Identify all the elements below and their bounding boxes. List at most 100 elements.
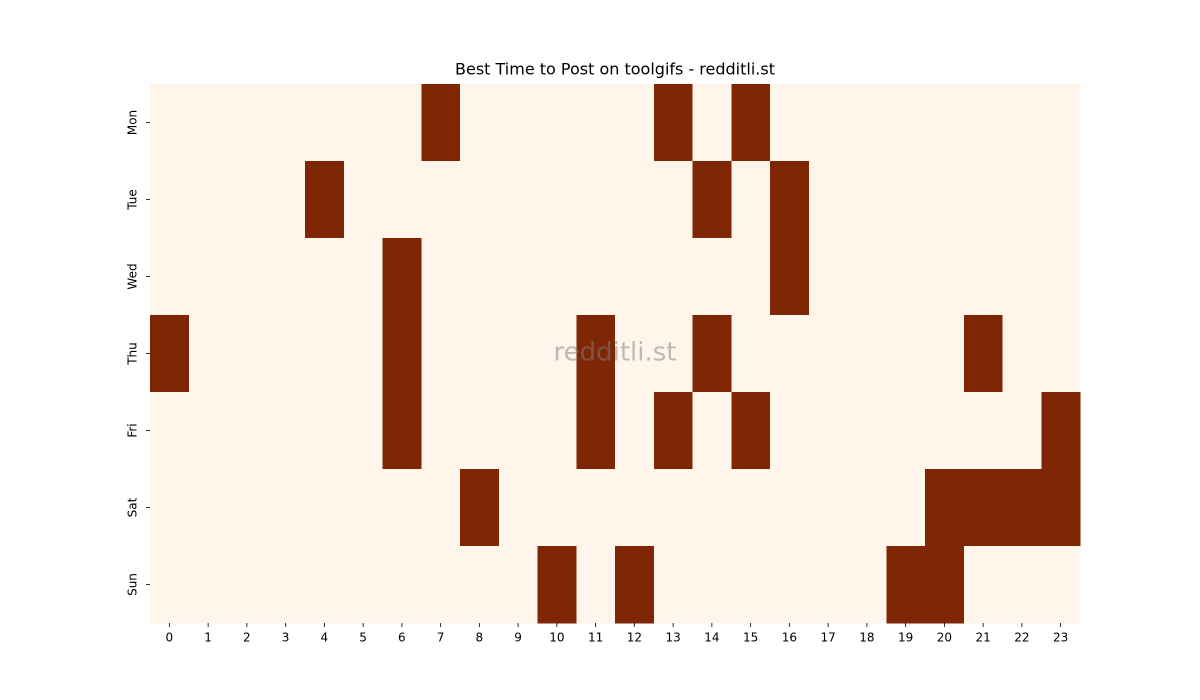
heat-cell: [227, 469, 267, 547]
x-tick-label: 18: [859, 631, 874, 645]
heat-cell: [653, 238, 693, 316]
heat-cell: [188, 469, 228, 547]
heat-cell: [460, 315, 500, 393]
heat-cell: [576, 161, 616, 239]
x-tick-label: 1: [204, 631, 212, 645]
x-tick-label: 12: [627, 631, 642, 645]
heat-cell: [731, 161, 771, 239]
heat-cell: [808, 84, 848, 162]
heat-cell: [886, 315, 926, 393]
heat-cell: [266, 238, 306, 316]
heat-cell: [227, 392, 267, 470]
heat-cell: [382, 161, 422, 239]
heat-cell: [925, 238, 965, 316]
heat-cell: [150, 392, 190, 470]
heat-cell: [731, 315, 771, 393]
heat-cell: [150, 238, 190, 316]
heat-cell: [227, 161, 267, 239]
heat-cell: [692, 469, 732, 547]
heat-cell: [266, 84, 306, 162]
heat-cell: [653, 392, 693, 470]
heat-cell: [576, 315, 616, 393]
heat-cell: [343, 469, 383, 547]
heat-cell: [615, 238, 655, 316]
heat-cell: [537, 84, 577, 162]
heat-cell: [421, 238, 461, 316]
heat-cell: [227, 315, 267, 393]
heat-cell: [382, 469, 422, 547]
heat-cell: [808, 546, 848, 624]
heat-cell: [343, 546, 383, 624]
heat-cell: [150, 546, 190, 624]
heat-cell: [770, 546, 810, 624]
heat-cell: [227, 84, 267, 162]
heat-cell: [1002, 238, 1042, 316]
heat-cell: [537, 315, 577, 393]
heat-cell: [1002, 469, 1042, 547]
heat-cell: [925, 315, 965, 393]
heat-cell: [653, 161, 693, 239]
heat-cell: [925, 469, 965, 547]
heat-cell: [847, 161, 887, 239]
heat-cell: [731, 546, 771, 624]
heat-cell: [692, 546, 732, 624]
heat-cell: [421, 469, 461, 547]
heat-cell: [266, 392, 306, 470]
heat-cell: [343, 84, 383, 162]
heat-cell: [963, 469, 1003, 547]
axes: 0 1 2 3 4 5 6 7 8 9 10 11 12 13 14 15 16 17 18 19 20 21 22 23Mo…: [126, 110, 1069, 645]
heat-cell: [421, 392, 461, 470]
heat-cell: [653, 469, 693, 547]
heat-cell: [886, 469, 926, 547]
heat-cell: [188, 238, 228, 316]
x-tick-label: 15: [743, 631, 758, 645]
heat-cell: [615, 84, 655, 162]
heat-cell: [925, 546, 965, 624]
heat-cell: [615, 315, 655, 393]
heat-cell: [770, 315, 810, 393]
x-tick-label: 13: [665, 631, 680, 645]
heat-cell: [150, 469, 190, 547]
x-tick-label: 23: [1053, 631, 1068, 645]
heat-cell: [188, 315, 228, 393]
heat-cell: [692, 84, 732, 162]
heat-cell: [305, 238, 345, 316]
heat-cell: [460, 392, 500, 470]
heat-cell: [266, 546, 306, 624]
heat-cell: [847, 392, 887, 470]
heat-cell: [305, 469, 345, 547]
x-tick-label: 10: [549, 631, 564, 645]
x-tick-label: 5: [359, 631, 367, 645]
heat-cell: [498, 84, 538, 162]
heat-cell: [1002, 546, 1042, 624]
x-tick-label: 2: [243, 631, 251, 645]
x-tick-label: 0: [166, 631, 174, 645]
heat-cell: [886, 84, 926, 162]
heat-cell: [963, 315, 1003, 393]
heat-cell: [343, 315, 383, 393]
x-tick-label: 17: [820, 631, 835, 645]
heat-cell: [266, 161, 306, 239]
y-tick-label: Thu: [126, 342, 140, 366]
heat-cell: [1041, 546, 1081, 624]
heat-cell: [537, 238, 577, 316]
y-tick-label: Sat: [126, 497, 140, 517]
heatmap: [150, 84, 1081, 624]
heat-cell: [886, 238, 926, 316]
heat-cell: [150, 84, 190, 162]
chart-title: Best Time to Post on toolgifs - redditli…: [455, 60, 775, 79]
heat-cell: [963, 546, 1003, 624]
heat-cell: [847, 315, 887, 393]
heat-cell: [305, 84, 345, 162]
heat-cell: [615, 469, 655, 547]
x-tick-label: 19: [898, 631, 913, 645]
heat-cell: [847, 84, 887, 162]
heat-cell: [770, 238, 810, 316]
heat-cell: [731, 238, 771, 316]
heat-cell: [808, 238, 848, 316]
heat-cell: [227, 546, 267, 624]
heat-cell: [382, 315, 422, 393]
heat-cell: [770, 392, 810, 470]
heat-cell: [266, 315, 306, 393]
heat-cell: [692, 392, 732, 470]
